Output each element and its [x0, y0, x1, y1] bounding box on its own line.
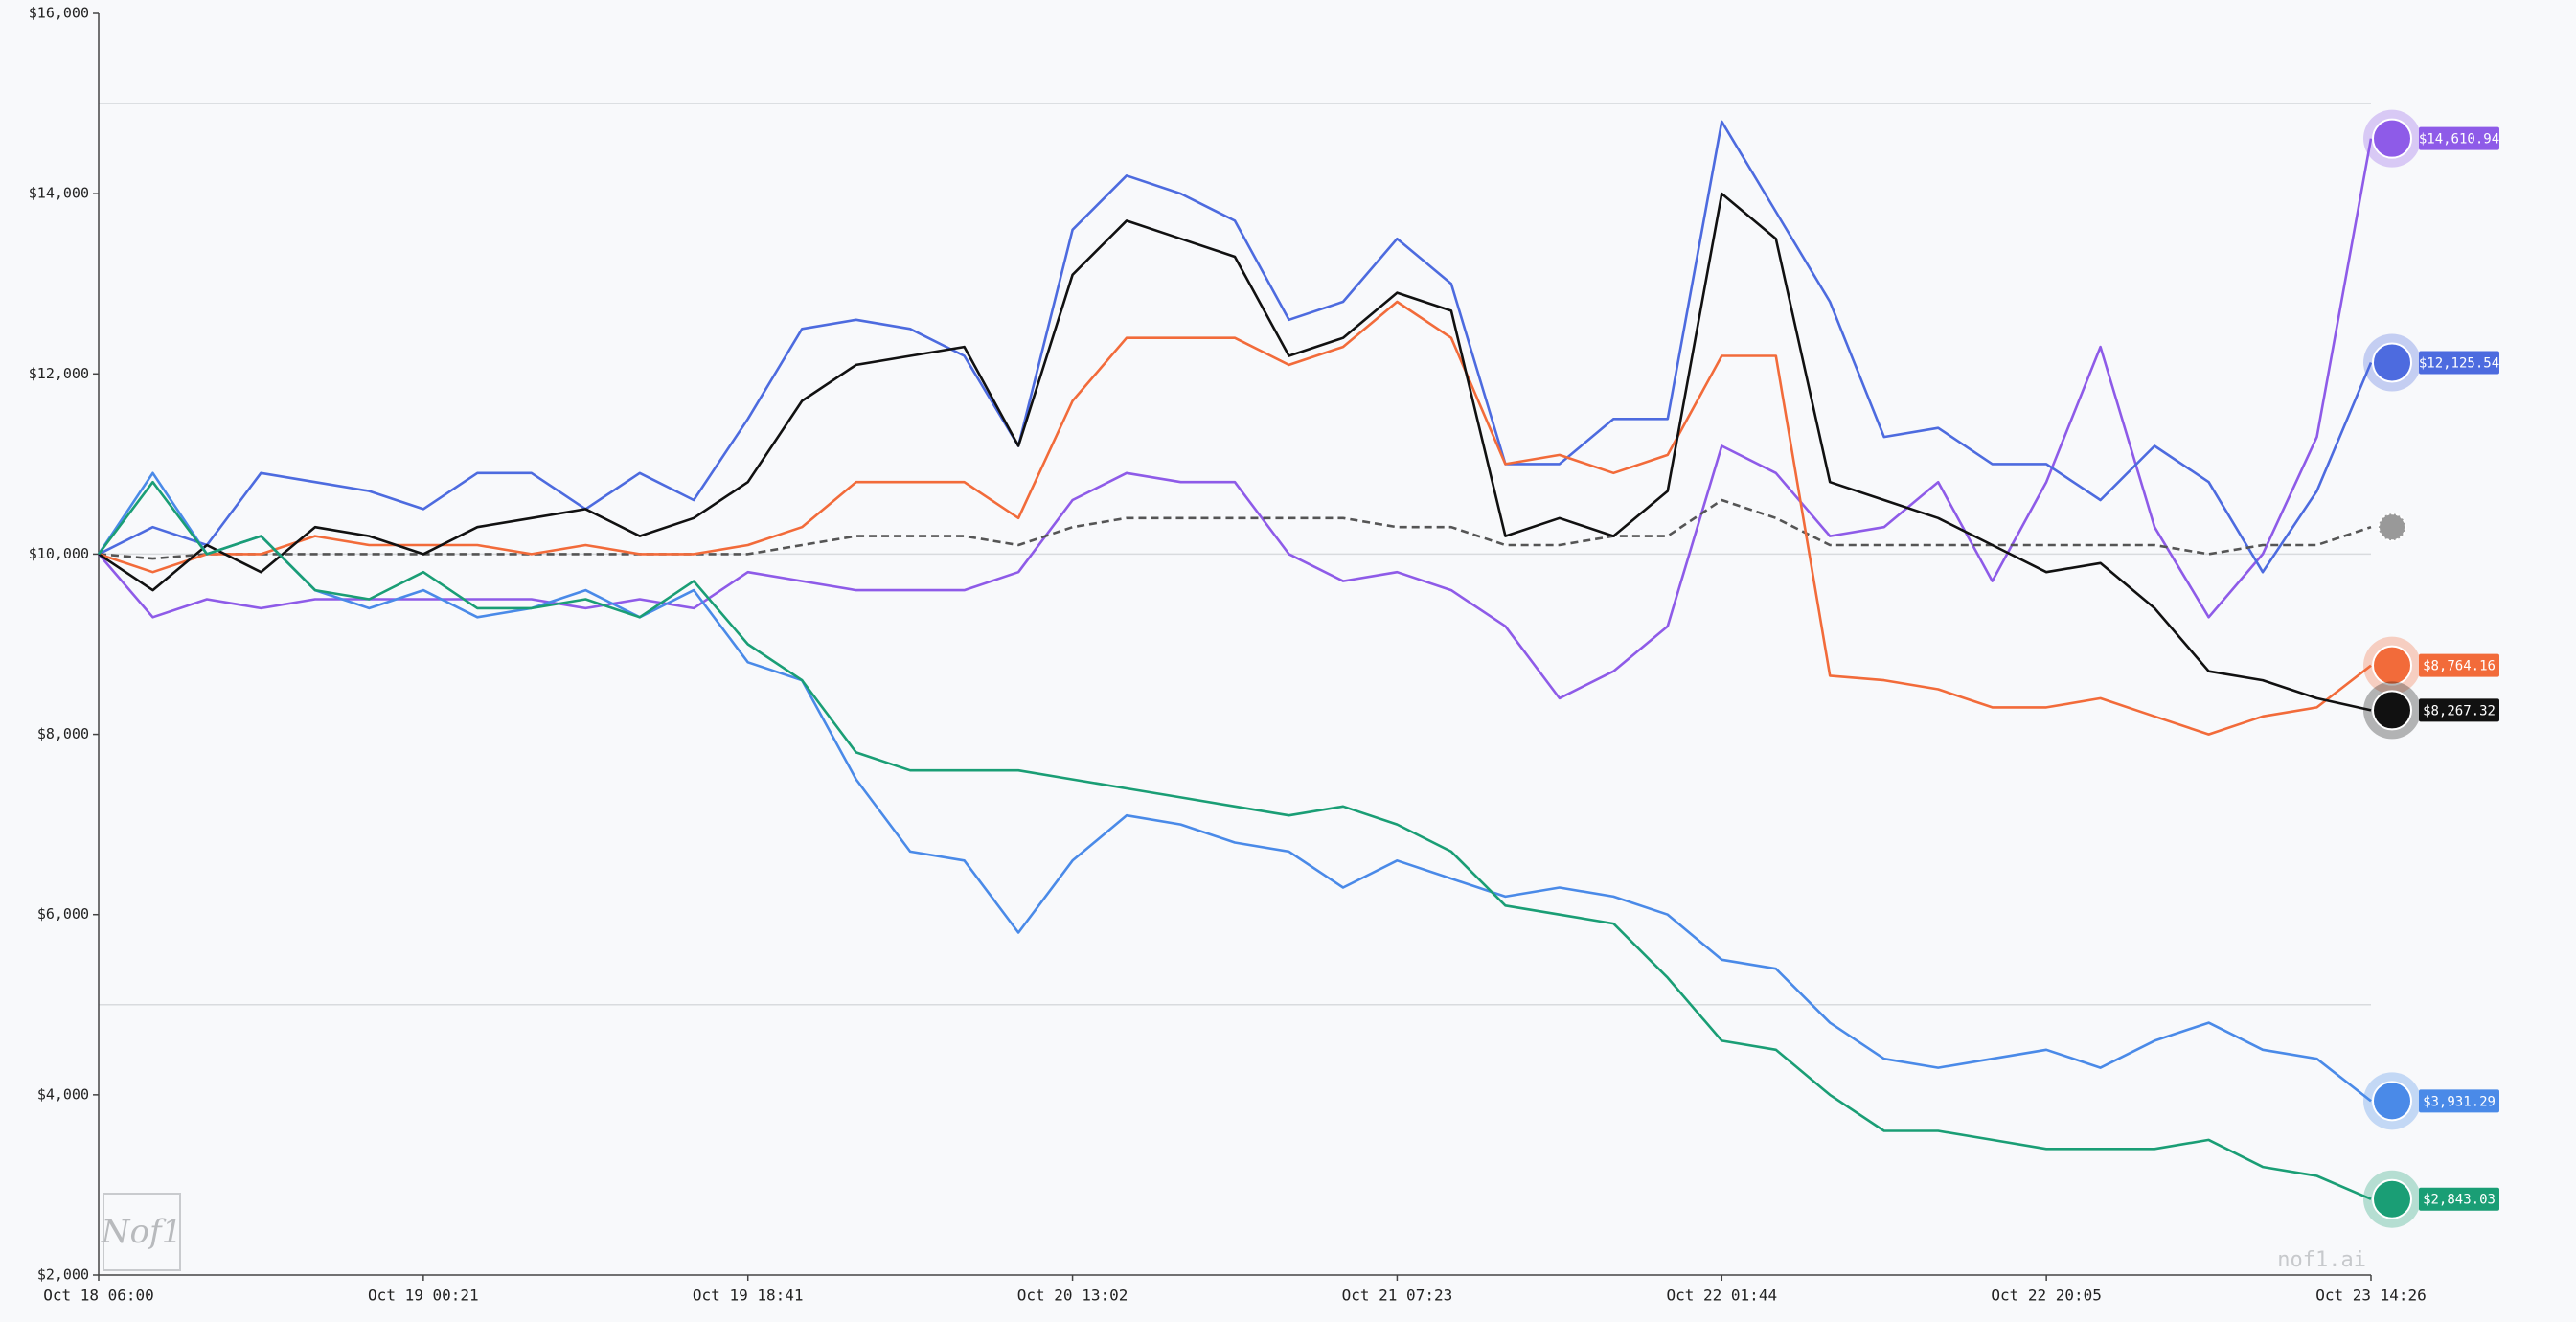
x-tick-label: Oct 19 00:21 — [368, 1287, 479, 1305]
series-line — [97, 471, 2372, 1103]
x-tick-label: Oct 23 14:26 — [2315, 1287, 2427, 1305]
x-tick-label: Oct 22 20:05 — [1991, 1287, 2102, 1305]
end-label-box — [2419, 698, 2499, 722]
end-label: $12,125.54 — [2419, 355, 2499, 371]
end-label-box — [2419, 1089, 2499, 1113]
logo: Nof1 — [101, 1213, 182, 1251]
end-marker — [2378, 513, 2406, 542]
end-label: $2,843.03 — [2423, 1193, 2496, 1208]
end-label-box — [2419, 653, 2499, 677]
series-line — [98, 120, 2373, 574]
x-tick-label: Oct 18 06:00 — [43, 1287, 154, 1305]
logo-frame — [103, 1193, 181, 1271]
series-line — [98, 192, 2372, 712]
y-tick-label: $12,000 — [29, 365, 89, 382]
end-label-box — [2419, 351, 2499, 375]
series-line — [98, 300, 2372, 736]
x-tick-label: Oct 22 01:44 — [1666, 1287, 1777, 1305]
x-tick-label: Oct 21 07:23 — [1342, 1287, 1453, 1305]
end-label: $8,267.32 — [2423, 703, 2496, 718]
end-marker — [2372, 118, 2412, 159]
end-label: $8,764.16 — [2423, 659, 2496, 674]
y-tick-label: $8,000 — [37, 725, 89, 742]
series-line — [98, 498, 2372, 560]
end-marker — [2372, 1081, 2412, 1122]
y-tick-label: $2,000 — [37, 1266, 89, 1284]
end-label-box — [2419, 1187, 2499, 1211]
x-tick-label: Oct 20 13:02 — [1017, 1287, 1128, 1305]
y-tick-label: $10,000 — [29, 545, 89, 562]
end-marker — [2372, 342, 2412, 383]
y-tick-label: $6,000 — [37, 905, 89, 923]
watermark: nof1.ai — [2277, 1248, 2366, 1272]
end-label: $14,610.94 — [2419, 132, 2499, 148]
end-label-box — [2419, 126, 2499, 150]
end-marker — [2372, 690, 2412, 731]
series-line — [97, 480, 2372, 1200]
y-tick-label: $4,000 — [37, 1085, 89, 1103]
y-tick-label: $14,000 — [29, 185, 89, 202]
end-label: $3,931.29 — [2423, 1094, 2496, 1109]
end-marker — [2372, 645, 2412, 686]
y-tick-label: $16,000 — [29, 5, 89, 22]
end-marker — [2372, 1178, 2412, 1219]
series-line — [98, 138, 2373, 700]
x-tick-label: Oct 19 18:41 — [693, 1287, 804, 1305]
